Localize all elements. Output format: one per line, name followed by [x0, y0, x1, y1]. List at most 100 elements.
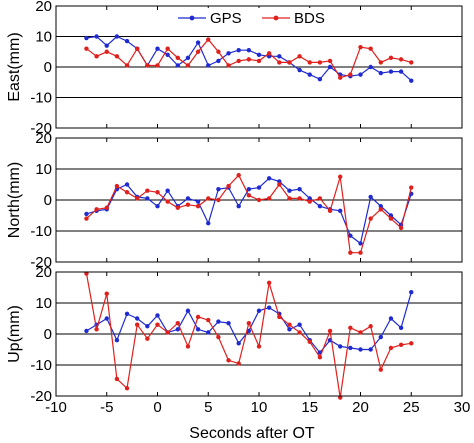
data-point-bds [135, 196, 140, 201]
data-point-bds [327, 328, 333, 334]
data-point-gps [246, 48, 252, 53]
data-point-gps [368, 194, 373, 200]
data-point-bds [256, 344, 262, 349]
data-point-gps [84, 35, 89, 41]
x-tick-label: -5 [100, 399, 113, 416]
data-point-bds [216, 49, 221, 54]
data-point-gps [256, 308, 262, 313]
data-point-bds [287, 196, 292, 201]
data-point-gps [104, 316, 109, 321]
data-point-gps [266, 305, 272, 310]
data-point-bds [246, 320, 252, 326]
data-point-bds [236, 173, 241, 178]
data-point-bds [398, 225, 404, 231]
data-point-bds [409, 341, 414, 346]
x-tick-label: 15 [301, 399, 318, 416]
data-point-bds [297, 54, 302, 59]
data-point-bds [226, 63, 231, 68]
data-point-bds [388, 216, 394, 221]
data-point-gps [145, 196, 150, 201]
data-point-bds [297, 330, 302, 335]
panel-1: -20 -10 0 10 20 North(mm) [6, 130, 463, 271]
data-point-gps [216, 58, 221, 64]
data-point-gps [388, 213, 394, 218]
data-point-gps [256, 185, 262, 190]
data-point-gps [84, 328, 89, 334]
data-point-gps [409, 78, 414, 83]
y-tick-label: 20 [35, 130, 52, 147]
data-point-bds [358, 44, 363, 50]
data-point-bds [94, 327, 99, 332]
data-point-gps [185, 55, 191, 61]
data-point-gps [398, 325, 404, 330]
data-point-bds [256, 58, 262, 64]
data-point-gps [307, 196, 312, 201]
data-point-gps [155, 313, 160, 318]
data-point-bds [114, 54, 120, 59]
data-point-gps [368, 64, 373, 70]
legend: GPS BDS [170, 8, 360, 34]
data-point-gps [378, 334, 383, 340]
data-point-gps [297, 322, 302, 327]
data-point-gps [348, 233, 353, 238]
data-point-bds [84, 216, 89, 221]
data-point-gps [236, 48, 241, 53]
data-point-bds [266, 280, 272, 286]
data-point-bds [206, 37, 211, 42]
data-point-bds [145, 188, 150, 193]
data-point-bds [175, 320, 180, 326]
data-point-gps [216, 319, 221, 324]
data-point-gps [256, 52, 262, 57]
data-point-bds [348, 250, 353, 255]
data-point-bds [307, 60, 312, 65]
data-point-bds [185, 202, 191, 207]
data-point-bds [216, 334, 221, 340]
data-point-bds [165, 199, 170, 204]
data-point-bds [348, 325, 353, 330]
data-point-bds [175, 205, 180, 210]
data-point-bds [327, 58, 333, 64]
data-point-bds [368, 46, 373, 51]
data-point-bds [135, 322, 140, 327]
data-point-gps [206, 221, 211, 226]
data-point-gps [297, 186, 302, 192]
data-point-bds [358, 250, 363, 255]
data-point-bds [307, 339, 312, 344]
data-point-gps [358, 72, 363, 77]
data-point-gps [378, 204, 383, 209]
data-point-gps [84, 211, 89, 217]
data-point-gps [185, 308, 191, 313]
data-point-gps [266, 54, 272, 59]
data-point-bds [124, 386, 130, 391]
data-point-gps [317, 204, 323, 209]
data-point-bds [409, 60, 414, 65]
data-point-gps [114, 34, 120, 39]
series-line-bds [86, 174, 412, 254]
x-axis-label: Seconds after OT [189, 425, 315, 442]
legend-marker-bds [273, 15, 279, 21]
data-point-gps [206, 63, 211, 68]
data-point-bds [368, 324, 373, 329]
y-tick-label: 20 [35, 0, 52, 15]
data-point-bds [398, 342, 404, 348]
data-point-bds [317, 60, 323, 65]
x-tick-label: 10 [251, 399, 268, 416]
data-point-bds [358, 330, 363, 335]
data-point-gps [114, 338, 120, 343]
data-point-bds [94, 207, 99, 212]
data-point-bds [398, 57, 404, 62]
data-point-gps [206, 330, 211, 335]
y-tick-label: -20 [30, 388, 52, 405]
data-point-bds [195, 204, 201, 209]
data-point-bds [277, 314, 282, 320]
y-tick-label: 10 [35, 161, 52, 178]
data-point-gps [236, 341, 241, 346]
data-point-bds [409, 185, 414, 190]
data-point-gps [185, 196, 191, 201]
legend-label-gps: GPS [210, 10, 242, 27]
data-point-bds [124, 190, 130, 195]
y-axis-label: East(mm) [6, 32, 23, 101]
data-point-bds [185, 344, 191, 349]
